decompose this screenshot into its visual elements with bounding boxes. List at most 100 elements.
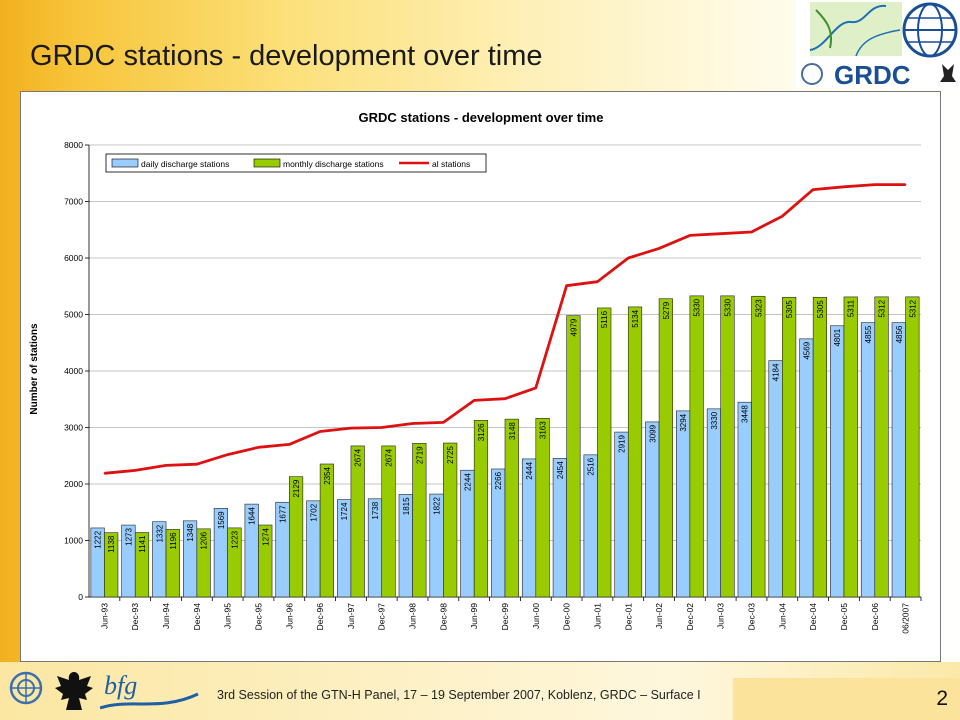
bar-label-monthly: 2674 (354, 448, 363, 466)
x-tick-label: Dec-99 (500, 603, 510, 631)
x-tick-label: Jun-97 (346, 603, 356, 629)
bar-daily (676, 410, 691, 598)
x-tick-label: Dec-05 (839, 603, 849, 631)
legend-label-daily: daily discharge stations (141, 159, 229, 169)
bar-label-daily: 1724 (340, 502, 349, 520)
grdc-logo: GRDC (796, 0, 960, 90)
bar-label-daily: 4855 (864, 325, 873, 343)
all-stations-point (565, 284, 568, 287)
all-stations-point (442, 421, 445, 424)
all-stations-point (134, 469, 137, 472)
x-axis-ticks: Jun-93 Dec-93 Jun-94 Dec-94 Jun-95 Dec-95 Jun-… (99, 597, 922, 634)
all-stations-point (689, 234, 691, 237)
bars: 1222 1138 1273 1141 1332 1196 1348 1206 1569 1223… (90, 295, 920, 598)
bar-label-monthly: 5305 (785, 300, 794, 318)
bar-monthly (535, 417, 550, 598)
bar-label-daily: 2266 (494, 471, 503, 489)
x-tick-label: Dec-06 (870, 603, 880, 631)
x-tick-label: Dec-04 (808, 603, 818, 631)
x-tick-label: Dec-94 (192, 603, 202, 631)
y-tick-label: 5000 (64, 310, 83, 320)
bar-daily (737, 401, 752, 598)
bar-daily (768, 360, 783, 598)
all-stations-line (103, 183, 907, 475)
bar-label-daily: 1822 (433, 497, 442, 515)
y-axis-ticks: 0 1000 2000 3000 4000 5000 6000 7000 8000 (64, 140, 921, 602)
bar-label-daily: 2444 (525, 461, 534, 479)
bar-daily (614, 431, 629, 598)
all-stations-point (843, 186, 845, 188)
all-stations-point (257, 446, 260, 449)
y-axis-label: Number of stations (29, 323, 40, 415)
x-tick-label: Dec-98 (438, 603, 448, 631)
bar-label-daily: 3294 (679, 413, 688, 431)
legend-label-monthly: monthly discharge stations (283, 159, 384, 169)
bar-monthly (104, 532, 119, 598)
x-tick-label: Jun-02 (654, 603, 664, 629)
bar-label-monthly: 1196 (169, 532, 178, 550)
x-tick-label: Dec-02 (685, 603, 695, 631)
bar-label-monthly: 1274 (261, 527, 270, 545)
x-tick-label: Jun-94 (161, 603, 171, 629)
all-stations-point (504, 397, 506, 400)
bar-monthly (874, 296, 889, 598)
bar-monthly (566, 315, 581, 598)
bar-label-daily: 1569 (217, 511, 226, 529)
all-stations-point (658, 247, 660, 250)
all-stations-point (750, 231, 753, 233)
page-number-box: 2 (733, 678, 960, 720)
legend-swatch-daily (111, 158, 139, 168)
y-tick-label: 7000 (64, 197, 83, 207)
bar-label-daily: 2454 (556, 461, 565, 479)
all-stations-point (904, 183, 907, 186)
german-eagle-icon (52, 668, 96, 719)
all-stations-point (319, 430, 321, 433)
bar-monthly (412, 443, 427, 598)
bar-label-monthly: 5134 (631, 309, 640, 327)
bar-label-monthly: 1223 (230, 530, 239, 548)
y-tick-label: 6000 (64, 253, 83, 263)
bar-label-daily: 1702 (309, 503, 318, 521)
x-tick-label: Dec-03 (747, 603, 757, 631)
y-tick-label: 0 (78, 592, 83, 602)
bar-label-monthly: 1141 (138, 535, 147, 553)
all-stations-point (380, 426, 383, 429)
y-tick-label: 8000 (64, 140, 83, 150)
x-tick-label: Jun-99 (469, 603, 479, 629)
x-tick-label: Jun-04 (777, 603, 787, 629)
bar-label-daily: 2919 (617, 435, 626, 453)
bar-label-monthly: 5305 (816, 300, 825, 318)
bar-monthly (782, 296, 797, 598)
y-tick-label: 1000 (64, 536, 83, 546)
bar-monthly (751, 295, 766, 598)
bar-monthly (350, 445, 365, 598)
all-stations-point (812, 188, 814, 191)
x-tick-label: Dec-93 (130, 603, 140, 631)
bar-label-daily: 2516 (587, 457, 596, 475)
x-tick-label: Jun-00 (531, 603, 541, 629)
x-tick-label: 06/2007 (901, 603, 911, 634)
bar-monthly (134, 532, 150, 598)
page-number: 2 (936, 687, 948, 710)
all-stations-point (226, 453, 229, 456)
un-wmo-logo (6, 668, 46, 717)
bar-label-monthly: 1138 (107, 535, 116, 553)
x-tick-label: Dec-97 (377, 603, 387, 631)
legend-label-all: al stations (432, 159, 470, 169)
all-stations-point (350, 427, 352, 429)
bar-monthly (227, 527, 242, 598)
bar-label-daily: 3448 (741, 405, 750, 423)
all-stations-point (165, 464, 167, 467)
bar-label-monthly: 5311 (847, 299, 856, 317)
all-stations-point (196, 463, 198, 466)
bar-monthly (627, 306, 643, 598)
bar-daily (799, 338, 814, 598)
chart: GRDC stations - development over time Nu… (29, 110, 922, 634)
chart-frame: GRDC stations - development over time Nu… (20, 91, 941, 662)
bar-label-daily: 1273 (124, 528, 133, 546)
bar-label-daily: 2244 (463, 473, 472, 491)
footer-text: 3rd Session of the GTN-H Panel, 17 – 19 … (217, 688, 701, 702)
bar-label-monthly: 5312 (878, 299, 887, 317)
bar-label-daily: 1644 (248, 507, 257, 525)
bar-label-monthly: 3148 (508, 422, 517, 440)
